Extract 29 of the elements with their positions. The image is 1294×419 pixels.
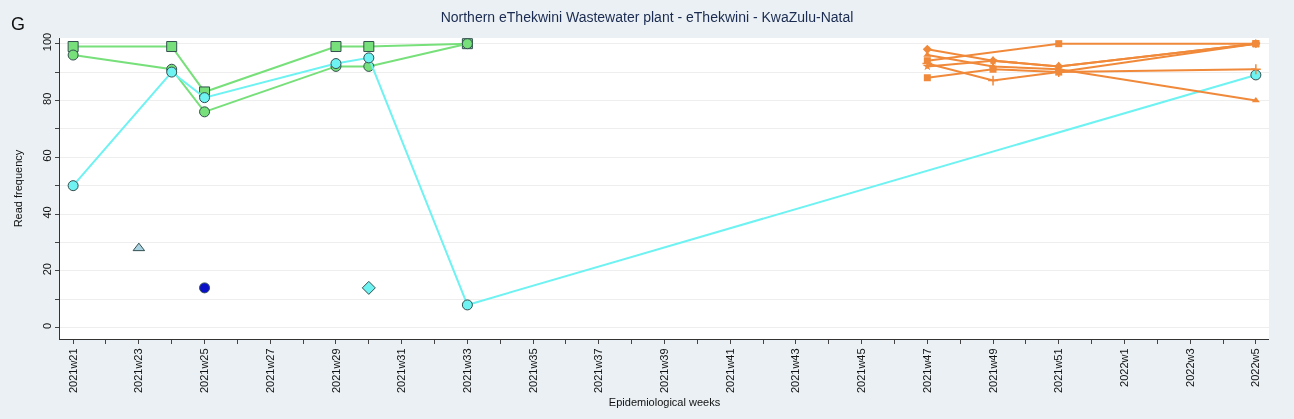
y-tick-label: 60 [40, 149, 53, 162]
x-tick-label: 2021w45 [855, 348, 868, 394]
y-tick-label: 80 [40, 92, 53, 105]
x-tick-label: 2021w43 [789, 348, 802, 394]
y-tick-label: 0 [40, 322, 53, 330]
x-tick-label: 2021w51 [1052, 348, 1065, 394]
y-tick-label: 40 [40, 206, 53, 219]
x-tick-label: 2021w25 [198, 348, 211, 394]
y-tick-label: 20 [40, 263, 53, 276]
x-tick-label: 2021w37 [592, 348, 605, 394]
y-tick-label: 100 [40, 32, 53, 52]
chart-title: Northern eThekwini Wastewater plant - eThekwini - KwaZulu-Natal [440, 9, 854, 26]
x-tick-label: 2021w27 [263, 348, 276, 394]
x-axis-title: Epidemiological weeks [608, 396, 721, 409]
text: G [11, 14, 26, 34]
x-tick-label: 2021w39 [658, 348, 671, 394]
x-tick-label: 2021w49 [986, 348, 999, 394]
x-tick-label: 2021w21 [66, 348, 79, 394]
x-tick-label: 2021w35 [526, 348, 539, 394]
y-axis-title: Read frequency [12, 149, 25, 228]
x-tick-label: 2021w31 [395, 348, 408, 394]
x-tick-label: 2022w1 [1118, 348, 1131, 387]
x-tick-label: 2021w33 [460, 348, 473, 394]
x-tick-label: 2022w5 [1249, 348, 1262, 387]
x-tick-label: 2021w47 [920, 348, 933, 394]
x-tick-label: 2021w41 [723, 348, 736, 394]
x-tick-label: 2021w29 [329, 348, 342, 394]
x-tick-label: 2021w23 [132, 348, 145, 394]
x-tick-label: 2022w3 [1183, 348, 1196, 387]
